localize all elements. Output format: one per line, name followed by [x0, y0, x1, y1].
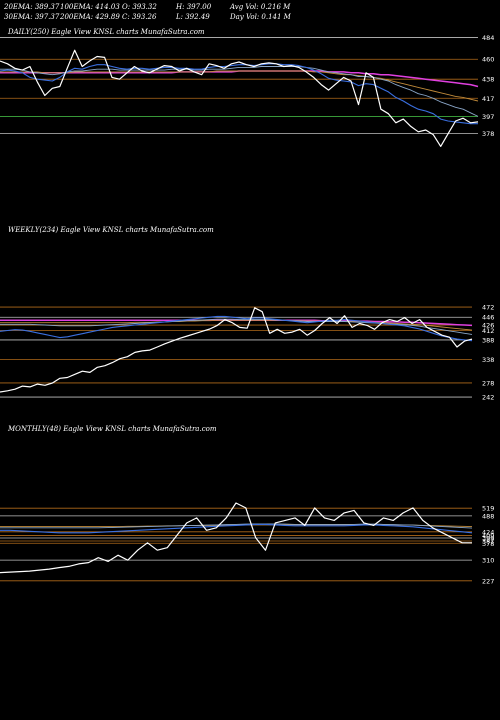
ema-long-line [0, 319, 473, 331]
ema-mid-line [0, 523, 473, 529]
y-tick-label: 227 [482, 577, 494, 585]
header-100ema: 100EMA: 414.03 [60, 3, 120, 11]
weekly-panel: WEEKLY(234) Eagle View KNSL charts Munaf… [0, 226, 494, 402]
y-tick-label: 399 [482, 535, 494, 543]
monthly-panel: MONTHLY(48) Eagle View KNSL charts Munaf… [0, 425, 494, 585]
y-tick-label: 424 [482, 528, 494, 536]
header-30ema: 30EMA: 397.37 [4, 13, 60, 21]
daily-title: DAILY(250) Eagle View KNSL charts Munafa… [7, 28, 205, 36]
y-tick-label: 484 [482, 34, 494, 42]
header-200ema: 200EMA: 429.89 [59, 13, 120, 21]
daily-panel: DAILY(250) Eagle View KNSL charts Munafa… [0, 28, 494, 147]
price-line [0, 307, 473, 393]
y-tick-label: 472 [482, 304, 494, 312]
ema-short-line [0, 63, 478, 125]
y-tick-label: 446 [482, 314, 494, 322]
y-tick-label: 409 [482, 532, 494, 540]
weekly-title: WEEKLY(234) Eagle View KNSL charts Munaf… [8, 226, 214, 234]
y-tick-label: 426 [482, 322, 494, 330]
price-line [0, 49, 479, 147]
y-tick-label: 460 [482, 56, 494, 64]
monthly-title: MONTHLY(48) Eagle View KNSL charts Munaf… [7, 425, 217, 433]
header-high: H: 397.00 [175, 3, 212, 11]
ema-long-line [0, 70, 479, 102]
header-low: L: 392.49 [175, 13, 210, 21]
y-tick-label: 242 [482, 394, 494, 402]
y-tick-label: 387 [482, 538, 494, 546]
ema-short-line [0, 315, 473, 342]
y-tick-label: 417 [482, 95, 494, 103]
y-tick-label: 338 [482, 356, 494, 364]
header-20ema: 20EMA: 389.37 [3, 3, 60, 11]
y-tick-label: 488 [482, 512, 494, 520]
y-tick-label: 278 [482, 379, 494, 387]
header-day-vol: Day Vol: 0.141 M [229, 13, 292, 21]
y-tick-label: 388 [482, 336, 494, 344]
header-line-1: 20EMA: 389.37 100EMA: 414.03 O: 393.32 H… [3, 3, 291, 11]
ema-short-line [0, 523, 473, 534]
header-close: C: 393.26 [122, 13, 157, 21]
price-line [0, 502, 472, 574]
header-avg-vol: Avg Vol: 0.216 M [229, 3, 291, 11]
header-open: O: 393.32 [122, 3, 157, 11]
y-tick-label: 378 [482, 130, 494, 138]
y-tick-label: 397 [482, 113, 494, 121]
y-tick-label: 519 [482, 505, 494, 513]
ema-mid-line [0, 66, 479, 117]
y-tick-label: 310 [482, 557, 494, 565]
y-tick-label: 412 [482, 327, 494, 335]
y-tick-label: 378 [482, 540, 494, 548]
y-tick-label: 438 [482, 76, 494, 84]
header-line-2: 30EMA: 397.37 200EMA: 429.89 C: 393.26 L… [4, 13, 292, 21]
